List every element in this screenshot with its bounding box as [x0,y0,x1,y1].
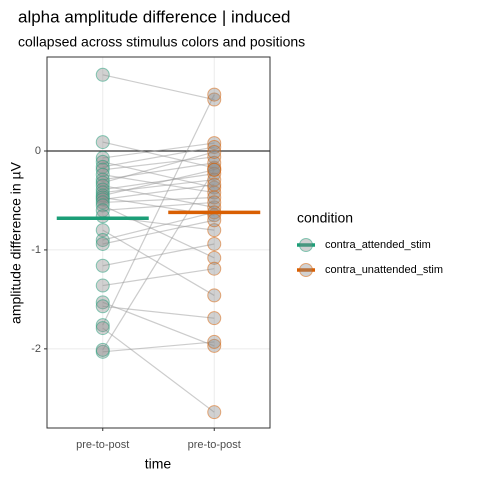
data-point [207,172,222,187]
pair-line [102,201,215,211]
pair-line [102,146,215,168]
data-point [207,140,222,155]
pair-line [102,169,215,351]
chart-title: alpha amplitude difference | induced [18,7,291,26]
data-point [207,288,222,303]
pair-line [102,74,215,101]
pair-line [102,179,215,194]
pair-line [102,142,215,159]
data-point [95,258,110,273]
pair-line [102,341,215,353]
pair-line [102,243,215,267]
data-point [207,213,222,228]
data-point [95,198,110,213]
data-point [95,135,110,150]
pair-line [102,229,215,296]
data-point [95,236,110,251]
pair-line [102,196,215,204]
data-point [95,233,110,248]
data-point [95,195,110,210]
data-point [207,92,222,107]
pair-line [102,141,215,169]
chart-subtitle: collapsed across stimulus colors and pos… [18,34,305,50]
pair-line [102,169,215,197]
data-point [207,338,222,353]
data-point [95,192,110,207]
pair-line [102,327,215,413]
pair-line [102,156,215,171]
data-point [95,295,110,310]
data-point [207,195,222,210]
data-point [207,87,222,102]
pair-line [102,94,215,326]
legend-key-point [299,238,313,252]
data-point [207,236,222,251]
data-point [207,166,222,181]
data-point [95,342,110,357]
data-point [95,223,110,238]
x-tick-label: pre-to-post [188,439,241,451]
pair-line [102,211,215,241]
legend-label: contra_attended_stim [325,239,431,251]
pair-line [102,151,215,184]
data-point [207,144,222,159]
x-axis-label: time [145,456,172,472]
legend-label: contra_unattended_stim [325,264,443,276]
pair-line [102,184,215,201]
y-tick-label: -2 [31,343,41,355]
data-point [207,311,222,326]
data-point [207,190,222,205]
data-point [95,167,110,182]
data-point [207,162,222,177]
panel-border [46,56,271,429]
data-point [95,278,110,293]
y-axis-label: amplitude difference in µV [8,161,24,324]
plot-panel [47,57,270,428]
data-point [207,250,222,265]
pair-line [102,268,215,287]
data-point [95,321,110,336]
y-tick-label: -1 [31,244,41,256]
data-point [207,405,222,420]
data-point [95,209,110,224]
legend-title: condition [297,210,353,226]
pair-line [102,305,215,319]
data-point [207,334,222,349]
pair-line [102,173,215,191]
data-point [207,223,222,238]
pair-line [102,219,215,245]
data-point [95,299,110,314]
data-point [207,180,222,195]
data-point [207,261,222,276]
data-point [95,67,110,82]
pair-line [102,301,215,347]
y-tick-label: 0 [35,145,41,157]
x-tick-label: pre-to-post [76,439,129,451]
pair-line [102,161,215,189]
data-point [207,177,222,192]
pair-line [102,162,215,181]
legend-key-point [299,263,313,277]
data-point [95,318,110,333]
